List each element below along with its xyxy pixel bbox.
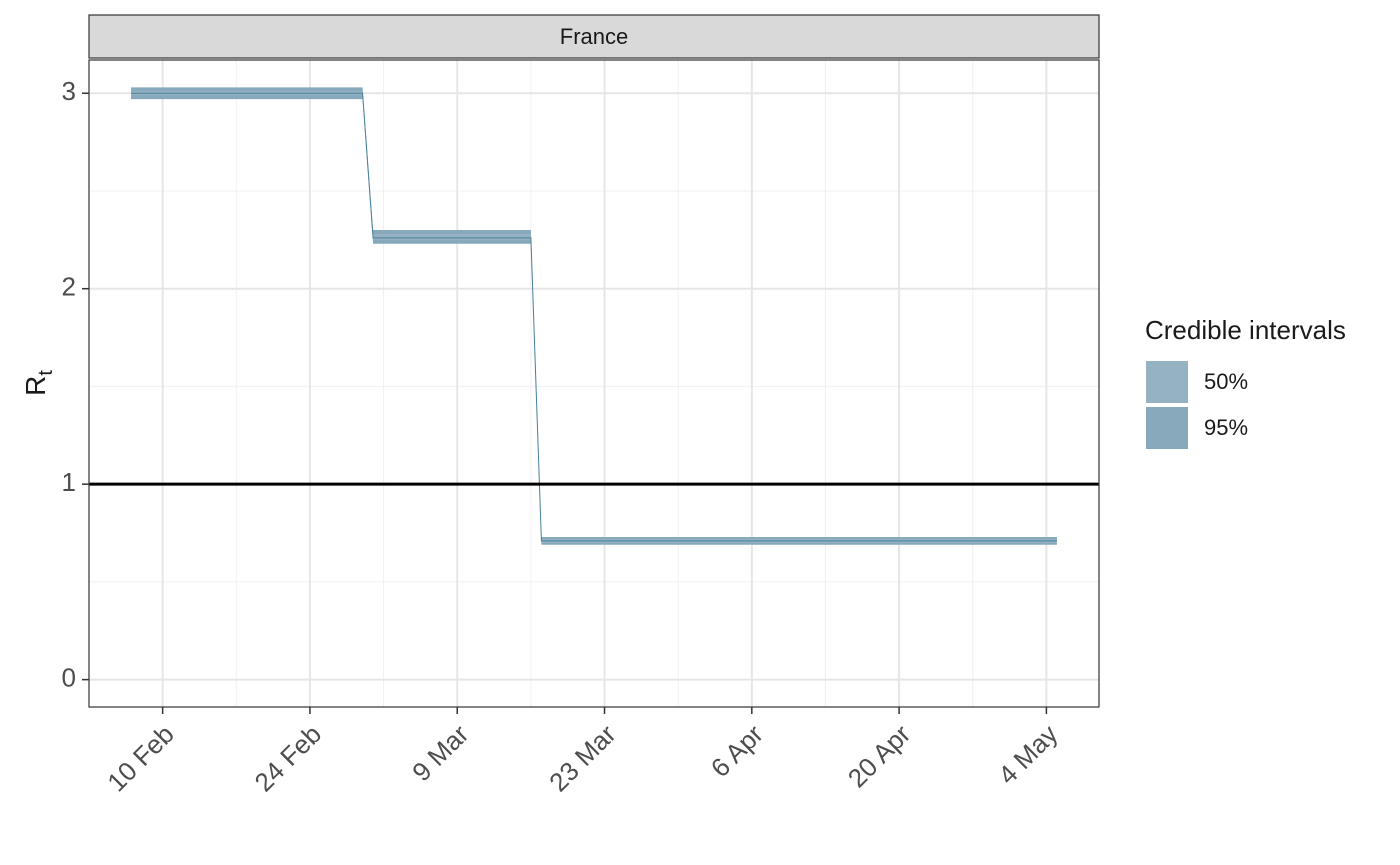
y-tick-label: 3 (62, 76, 76, 106)
facet-strip (88, 14, 1100, 59)
legend-key (1146, 407, 1188, 449)
x-tick-label: 6 Apr (705, 719, 769, 783)
x-tick-label: 23 Mar (543, 719, 622, 798)
legend-title: Credible intervals (1145, 315, 1346, 345)
y-label-sub: t (35, 370, 57, 376)
x-tick-label: 10 Feb (101, 719, 179, 797)
legend-key (1146, 361, 1188, 403)
x-tick-label: 24 Feb (249, 719, 327, 797)
y-tick-label: 2 (62, 272, 76, 302)
interval-ribbon (131, 91, 1057, 543)
panel-border (88, 59, 1100, 708)
y-axis-label: Rt (20, 370, 57, 396)
x-tick-label: 4 May (992, 719, 1063, 790)
median-line (131, 92, 1057, 542)
y-label-main: R (20, 376, 51, 396)
x-tick-label: 20 Apr (842, 719, 917, 794)
interval-ribbon (131, 87, 1057, 545)
legend-label: 50% (1204, 369, 1248, 394)
x-tick-label: 9 Mar (406, 719, 474, 787)
facet-label: France (560, 24, 628, 49)
legend-label: 95% (1204, 415, 1248, 440)
y-tick-label: 1 (62, 467, 76, 497)
y-tick-label: 0 (62, 663, 76, 693)
